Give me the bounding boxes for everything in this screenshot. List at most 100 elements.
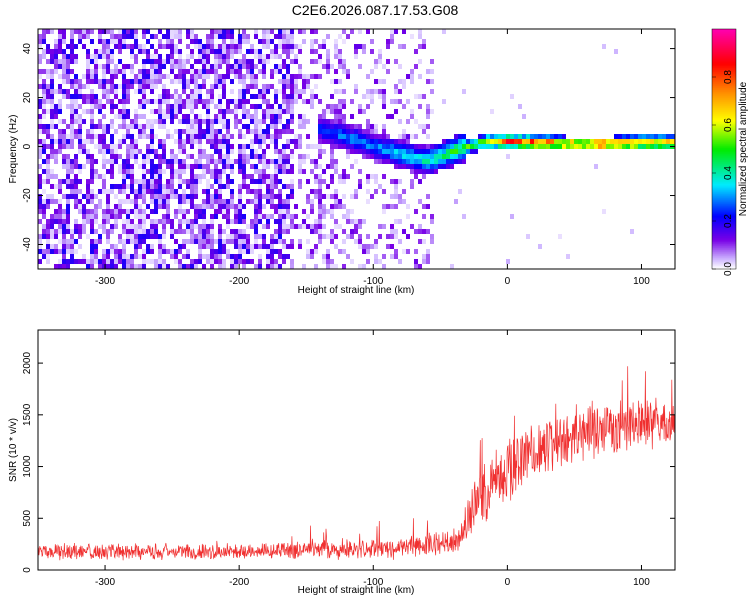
spectrogram-cell — [122, 94, 126, 99]
spectrogram-cell — [410, 169, 414, 174]
spectrogram-cell — [54, 59, 58, 64]
spectrogram-cell — [238, 59, 242, 64]
spectrogram-cell — [382, 264, 386, 269]
spectrogram-cell — [142, 219, 146, 224]
spectrogram-cell — [206, 109, 210, 114]
spectrogram-cell — [102, 174, 106, 179]
spectrogram-cell — [114, 219, 118, 224]
spectrogram-cell — [190, 34, 194, 39]
spectrogram-cell — [78, 209, 82, 214]
spectrogram-cell — [614, 134, 618, 139]
spectrogram-cell — [186, 114, 190, 119]
spectrogram-cell — [222, 114, 226, 119]
spectrogram-cell — [198, 164, 202, 169]
spectrogram-cell — [130, 79, 134, 84]
spectrogram-cell — [110, 99, 114, 104]
spectrogram-cell — [158, 219, 162, 224]
spectrogram-cell — [406, 149, 410, 154]
spectrogram-cell — [142, 154, 146, 159]
spectrogram-cell — [266, 99, 270, 104]
spectrogram-cell — [358, 179, 362, 184]
spectrogram-cell — [198, 129, 202, 134]
spectrogram-cell — [110, 259, 114, 264]
spectrogram-cell — [138, 209, 142, 214]
spectrogram-cell — [38, 179, 42, 184]
spectrogram-cell — [82, 259, 86, 264]
spectrogram-cell — [114, 34, 118, 39]
spectrogram-cell — [74, 199, 78, 204]
spectrogram-cell — [310, 249, 314, 254]
spectrogram-cell — [98, 84, 102, 89]
spectrogram-cell — [58, 64, 62, 69]
spectrogram-cell — [190, 134, 194, 139]
spectrogram-cell — [202, 99, 206, 104]
colorbar-step — [712, 29, 736, 32]
spectrogram-cell — [218, 94, 222, 99]
spectrogram-cell — [94, 159, 98, 164]
spectrogram-cell — [230, 179, 234, 184]
colorbar-step — [712, 215, 736, 218]
spectrogram-cell — [154, 259, 158, 264]
spectrogram-cell — [206, 69, 210, 74]
spectrogram-cell — [194, 79, 198, 84]
spectrogram-cell — [370, 134, 374, 139]
spectrogram-cell — [310, 204, 314, 209]
spectrogram-cell — [162, 189, 166, 194]
spectrogram-cell — [58, 239, 62, 244]
spectrogram-cell — [222, 49, 226, 54]
colorbar-step — [712, 45, 736, 48]
spectrogram-cell — [62, 214, 66, 219]
spectrogram-cell — [206, 234, 210, 239]
spectrogram-cell — [574, 139, 578, 144]
spectrogram-cell — [230, 169, 234, 174]
spectrogram-cell — [166, 39, 170, 44]
spectrogram-cell — [90, 114, 94, 119]
spectrogram-cell — [386, 149, 390, 154]
spectrogram-cell — [370, 149, 374, 154]
spectrogram-cell — [122, 114, 126, 119]
spectrogram-cell — [250, 174, 254, 179]
spectrogram-cell — [314, 229, 318, 234]
spectrogram-cell — [86, 49, 90, 54]
spectrogram-cell — [310, 104, 314, 109]
spectrogram-cell — [470, 139, 474, 144]
spectrogram-cell — [262, 59, 266, 64]
spectrogram-cell — [318, 129, 322, 134]
spectrogram-cell — [58, 204, 62, 209]
spectrogram-cell — [62, 244, 66, 249]
spectrogram-cell — [398, 79, 402, 84]
spectrogram-cell — [278, 254, 282, 259]
spectrogram-cell — [242, 124, 246, 129]
colorbar-step — [712, 197, 736, 200]
spectrogram-cell — [70, 124, 74, 129]
spectrogram-cell — [214, 159, 218, 164]
spectrogram-cell — [54, 49, 58, 54]
spectrogram-cell — [382, 79, 386, 84]
spectrogram-cell — [254, 154, 258, 159]
spectrogram-cell — [298, 119, 302, 124]
spectrogram-cell — [246, 224, 250, 229]
spectrogram-cell — [78, 179, 82, 184]
spectrogram-cell — [226, 209, 230, 214]
spectrogram-cell — [298, 134, 302, 139]
spectrogram-cell — [422, 254, 426, 259]
spectrogram-cell — [318, 184, 322, 189]
colorbar-step — [712, 163, 736, 166]
spectrogram-cell — [310, 49, 314, 54]
spectrogram-cell — [126, 64, 130, 69]
spectrogram-cell — [38, 204, 42, 209]
spectrogram-cell — [122, 174, 126, 179]
spectrogram-cell — [670, 139, 674, 144]
spectrogram-cell — [522, 134, 526, 139]
spectrogram-cell — [98, 149, 102, 154]
spectrogram-cell — [190, 199, 194, 204]
colorbar-step — [712, 77, 736, 80]
spectrogram-cell — [94, 104, 98, 109]
spectrogram-cell — [166, 99, 170, 104]
spectrogram-cell — [86, 154, 90, 159]
spectrogram-cell — [382, 94, 386, 99]
spectrogram-cell — [162, 199, 166, 204]
spectrogram-cell — [422, 149, 426, 154]
spectrogram-cell — [210, 249, 214, 254]
spectrogram-cell — [234, 44, 238, 49]
